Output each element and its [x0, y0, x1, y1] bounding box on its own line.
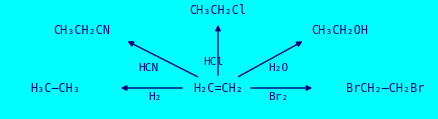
- Text: H₂: H₂: [148, 92, 162, 102]
- Text: CH₃CH₂CN: CH₃CH₂CN: [53, 23, 110, 37]
- Text: H₂O: H₂O: [268, 63, 288, 73]
- Text: BrCH₂—CH₂Br: BrCH₂—CH₂Br: [346, 82, 424, 94]
- Text: H₂C=CH₂: H₂C=CH₂: [193, 82, 243, 94]
- Text: H₃C—CH₃: H₃C—CH₃: [30, 82, 80, 94]
- Text: CH₃CH₂OH: CH₃CH₂OH: [311, 23, 368, 37]
- Text: HCl: HCl: [203, 57, 223, 67]
- Text: CH₃CH₂Cl: CH₃CH₂Cl: [190, 3, 247, 17]
- Text: Br₂: Br₂: [268, 92, 288, 102]
- Text: HCN: HCN: [138, 63, 158, 73]
